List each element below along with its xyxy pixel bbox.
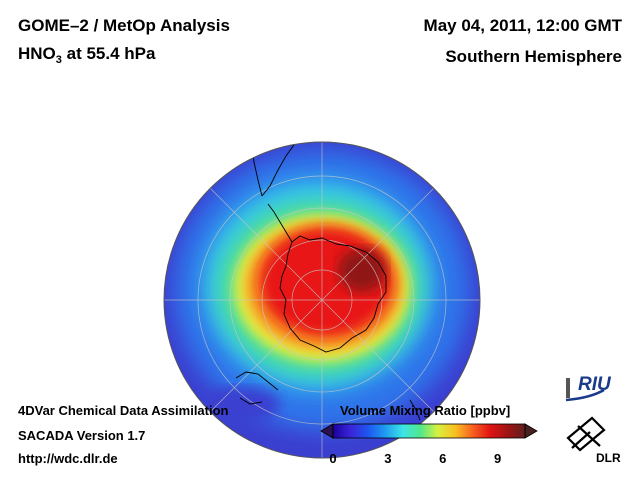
- datetime-label: May 04, 2011, 12:00 GMT: [423, 16, 622, 35]
- footer-url[interactable]: http://wdc.dlr.de: [18, 451, 118, 466]
- colorbar-gradient: [333, 424, 525, 438]
- footer-version: SACADA Version 1.7: [18, 428, 146, 443]
- colorbar-high-arrow: [524, 423, 538, 439]
- region-label: Southern Hemisphere: [445, 47, 622, 66]
- colorbar-tick-label: 9: [493, 451, 502, 466]
- globe-outline: [163, 141, 481, 459]
- globe-disc: [164, 142, 480, 458]
- colorbar-title: Volume Mixing Ratio [ppbv]: [340, 403, 511, 418]
- colorbar: [320, 423, 538, 439]
- colorbar-tick-label: 0: [329, 451, 337, 466]
- dlr-logo-text: DLR: [596, 451, 621, 465]
- colorbar-tick-label: 3: [384, 451, 392, 466]
- footer-assimilation: 4DVar Chemical Data Assimilation: [18, 403, 229, 418]
- graticule: [164, 142, 480, 458]
- south-america-coastline: [239, 142, 303, 197]
- dlr-logo-icon: [566, 416, 606, 452]
- australia-coastline: [235, 371, 279, 405]
- species-label: HNO3 at 55.4 hPa: [18, 44, 156, 66]
- antarctica-coastline: [279, 235, 387, 353]
- riu-logo-icon: [565, 378, 605, 402]
- riu-logo-text: RIU: [578, 374, 611, 395]
- analysis-title: GOME–2 / MetOp Analysis: [18, 16, 230, 35]
- colorbar-tick-label: 6: [439, 451, 447, 466]
